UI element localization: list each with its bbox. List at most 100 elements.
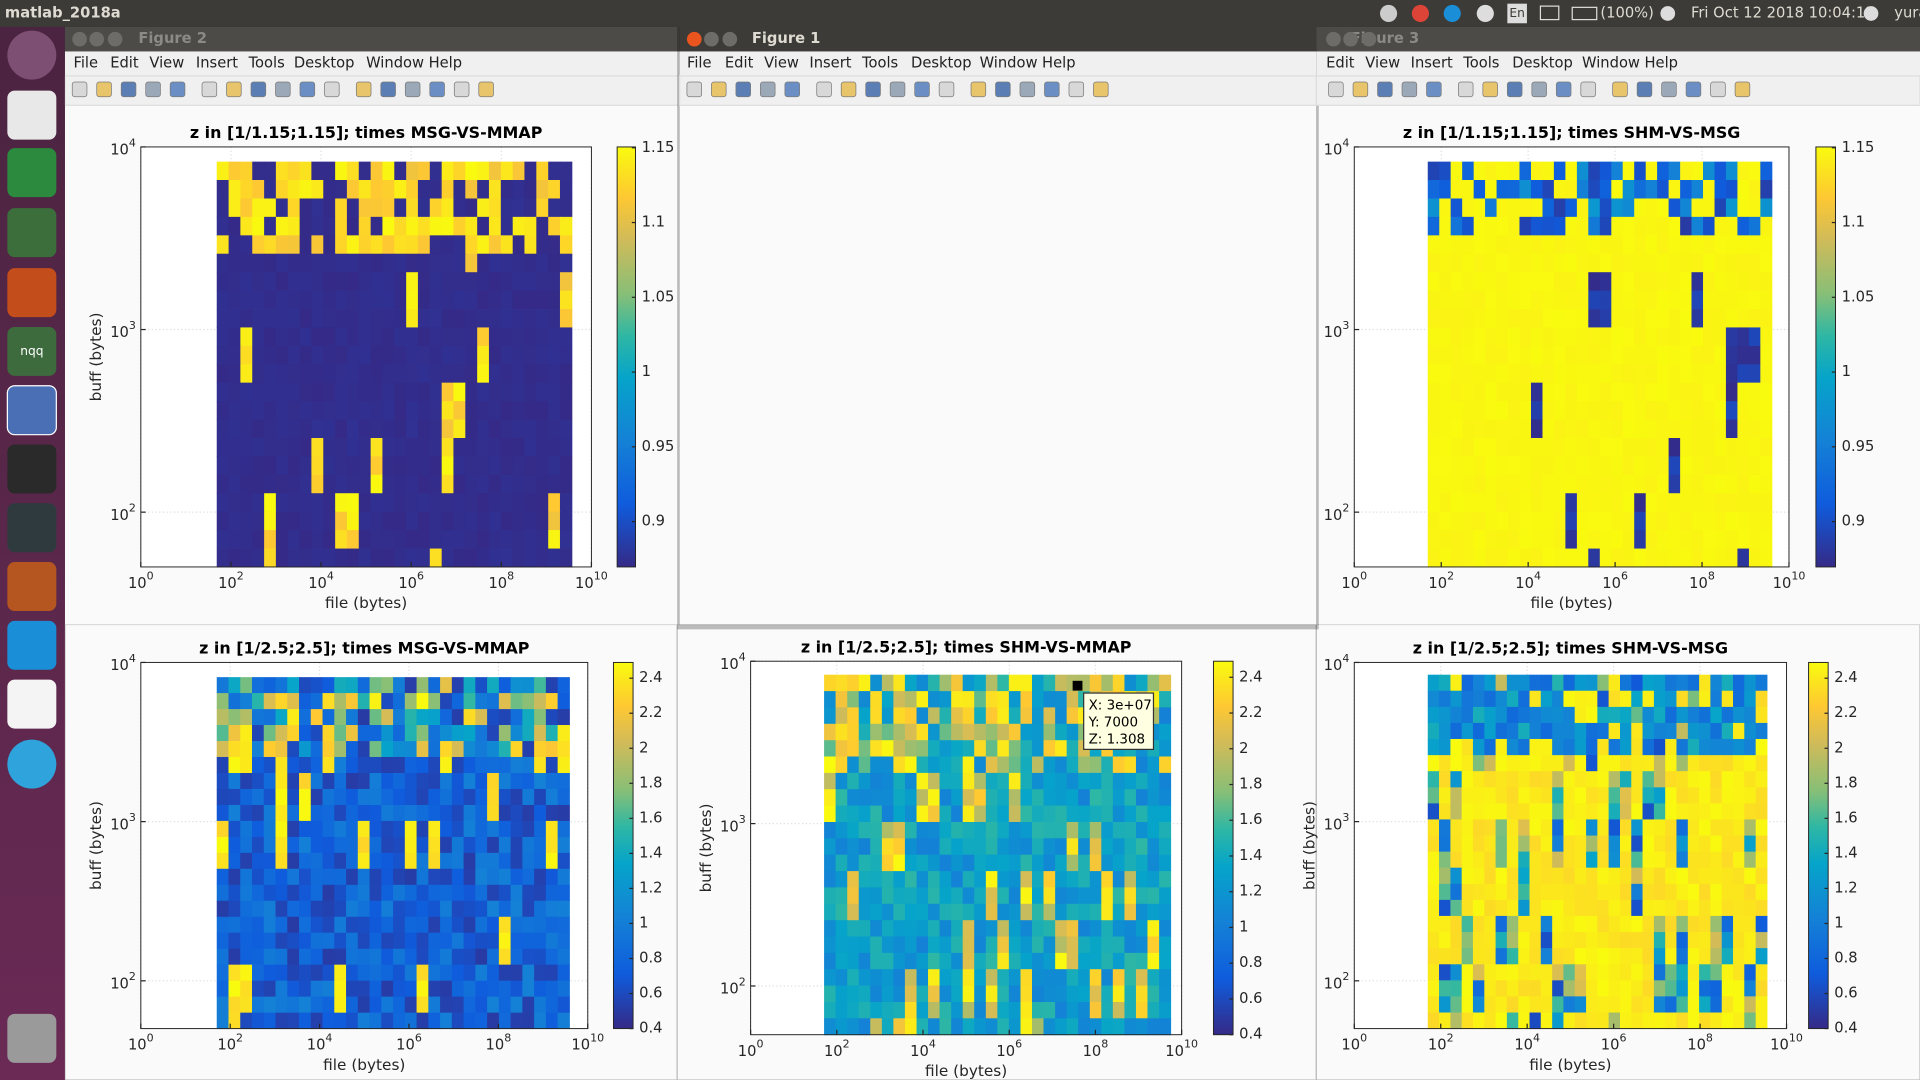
launcher-icon[interactable] — [7, 562, 57, 612]
toolbar-button[interactable] — [380, 81, 396, 98]
toolbar-button[interactable] — [1352, 81, 1369, 98]
toolbar-button[interactable] — [1093, 81, 1109, 98]
toolbar-button[interactable] — [250, 81, 267, 98]
menu-item[interactable]: Window — [980, 55, 1038, 72]
close-button[interactable] — [1326, 31, 1341, 47]
launcher-icon[interactable] — [7, 620, 57, 670]
menu-item[interactable]: Desktop — [911, 55, 972, 72]
menu-item[interactable]: Help — [1644, 55, 1677, 72]
toolbar-button[interactable] — [995, 81, 1011, 98]
menu-item[interactable]: Insert — [1411, 55, 1453, 72]
mail-icon[interactable] — [1539, 5, 1560, 21]
toolbar-button[interactable] — [1044, 81, 1060, 98]
toolbar-button[interactable] — [120, 81, 137, 98]
toolbar-button[interactable] — [760, 81, 776, 98]
toolbar-button[interactable] — [275, 81, 291, 98]
toolbar-button[interactable] — [938, 81, 955, 98]
toolbar-button[interactable] — [453, 81, 470, 98]
menu-item[interactable]: File — [73, 55, 98, 72]
toolbar-button[interactable] — [71, 81, 88, 98]
launcher-icon[interactable] — [7, 148, 57, 198]
menu-item[interactable]: Desktop — [1512, 55, 1573, 72]
toolbar-button[interactable] — [1506, 81, 1523, 98]
launcher-icon[interactable] — [7, 444, 57, 494]
toolbar-button[interactable] — [299, 81, 316, 98]
toolbar-button[interactable] — [226, 81, 242, 98]
toolbar-button[interactable] — [1734, 81, 1751, 98]
toolbar-button[interactable] — [1426, 81, 1442, 98]
indicator-icon[interactable] — [1411, 4, 1429, 23]
menu-item[interactable]: Help — [1042, 55, 1075, 72]
launcher-icon[interactable] — [7, 30, 57, 80]
menu-item[interactable]: View — [149, 55, 184, 72]
toolbar-button[interactable] — [784, 81, 800, 98]
toolbar-button[interactable] — [1068, 81, 1085, 98]
indicator-icon[interactable] — [1443, 4, 1461, 23]
menu-item[interactable]: Edit — [1326, 55, 1355, 72]
toolbar-button[interactable] — [1531, 81, 1547, 98]
menu-item[interactable]: Tools — [861, 55, 898, 72]
toolbar-button[interactable] — [1458, 81, 1474, 98]
menu-item[interactable]: Window — [1582, 55, 1640, 72]
settings-icon[interactable] — [1863, 6, 1879, 21]
toolbar-button[interactable] — [324, 81, 340, 98]
toolbar-button[interactable] — [169, 81, 186, 98]
toolbar-button[interactable] — [889, 81, 906, 98]
launcher-icon[interactable] — [7, 326, 57, 376]
menu-item[interactable]: View — [764, 55, 799, 72]
toolbar-button[interactable] — [145, 81, 161, 98]
launcher-icon[interactable] — [7, 679, 57, 729]
toolbar-button[interactable] — [1612, 81, 1628, 98]
toolbar-button[interactable] — [1555, 81, 1572, 98]
keyboard-icon[interactable] — [1507, 3, 1527, 24]
indicator-icon[interactable] — [1380, 4, 1398, 23]
menu-item[interactable]: Edit — [110, 55, 139, 72]
menu-item[interactable]: Tools — [1462, 55, 1499, 72]
window-button[interactable] — [89, 31, 105, 47]
launcher-icon[interactable] — [7, 1013, 57, 1063]
toolbar-button[interactable] — [1661, 81, 1677, 98]
toolbar-button[interactable] — [711, 81, 727, 98]
close-button[interactable] — [72, 31, 87, 47]
toolbar-button[interactable] — [735, 81, 751, 98]
window-button[interactable] — [107, 31, 123, 47]
menu-item[interactable]: Edit — [725, 55, 754, 72]
toolbar-button[interactable] — [1401, 81, 1418, 98]
toolbar-button[interactable] — [404, 81, 421, 98]
toolbar-button[interactable] — [686, 81, 702, 98]
toolbar-button[interactable] — [1685, 81, 1702, 98]
volume-icon[interactable] — [1660, 6, 1676, 21]
window-button[interactable] — [704, 31, 719, 47]
window-button[interactable] — [1343, 31, 1358, 47]
toolbar-button[interactable] — [96, 81, 112, 98]
launcher-icon[interactable] — [7, 208, 57, 258]
toolbar-button[interactable] — [840, 81, 857, 98]
menu-item[interactable]: Window — [366, 55, 424, 72]
toolbar-button[interactable] — [1377, 81, 1393, 98]
toolbar-button[interactable] — [1482, 81, 1498, 98]
toolbar-button[interactable] — [914, 81, 930, 98]
menu-item[interactable]: Help — [429, 55, 462, 72]
window-button[interactable] — [1361, 31, 1377, 47]
menu-item[interactable]: View — [1365, 55, 1400, 72]
user-name[interactable]: yura — [1894, 4, 1920, 21]
launcher-icon[interactable] — [7, 90, 57, 140]
toolbar-button[interactable] — [1636, 81, 1653, 98]
launcher-icon[interactable] — [7, 739, 57, 789]
battery-icon[interactable] — [1571, 6, 1598, 21]
toolbar-button[interactable] — [355, 81, 372, 98]
toolbar-button[interactable] — [478, 81, 494, 98]
indicator-icon[interactable] — [1476, 4, 1494, 23]
menu-item[interactable]: Tools — [248, 55, 285, 72]
clock[interactable]: Fri Oct 12 2018 10:04:13 — [1691, 4, 1875, 21]
menu-item[interactable]: Desktop — [294, 55, 355, 72]
toolbar-button[interactable] — [865, 81, 881, 98]
toolbar-button[interactable] — [1019, 81, 1036, 98]
menu-item[interactable]: File — [687, 55, 712, 72]
toolbar-button[interactable] — [201, 81, 218, 98]
menu-item[interactable]: Insert — [196, 55, 238, 72]
close-button[interactable] — [686, 31, 702, 47]
toolbar-button[interactable] — [970, 81, 987, 98]
window-button[interactable] — [722, 31, 738, 47]
launcher-icon[interactable] — [7, 503, 57, 553]
